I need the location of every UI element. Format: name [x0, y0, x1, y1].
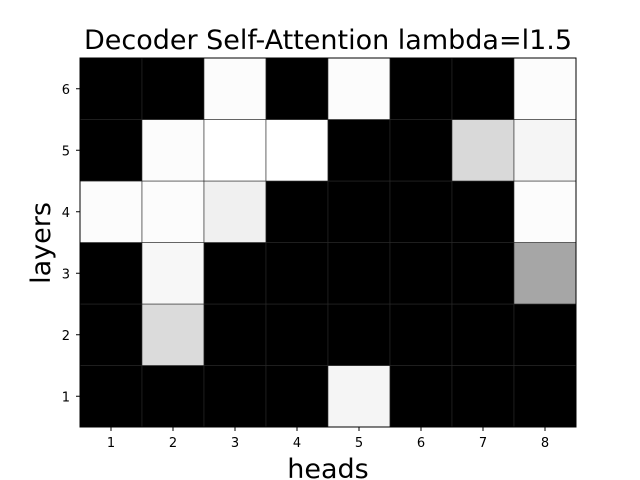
y-tick-label: 3 — [62, 267, 70, 282]
chart-title: Decoder Self-Attention lambda=l1.5 — [84, 25, 572, 56]
x-tick-label: 1 — [107, 436, 115, 451]
y-tick-label: 5 — [62, 144, 70, 159]
heatmap-cell-layer5-head1 — [79, 119, 143, 182]
heatmap-cell-layer6-head6 — [389, 57, 453, 120]
heatmap-cell-layer3-head7 — [451, 242, 515, 305]
heatmap-cell-layer6-head3 — [203, 57, 267, 120]
heatmap-cell-layer3-head8 — [513, 242, 577, 305]
heatmap-cell-layer5-head3 — [203, 119, 267, 182]
heatmap-cell-layer1-head4 — [265, 365, 329, 428]
heatmap-cell-layer1-head6 — [389, 365, 453, 428]
x-tick-label: 4 — [293, 436, 301, 451]
heatmap-cell-layer1-head3 — [203, 365, 267, 428]
heatmap-cell-layer5-head2 — [141, 119, 205, 182]
heatmap-cell-layer5-head7 — [451, 119, 515, 182]
heatmap-cell-layer5-head4 — [265, 119, 329, 182]
heatmap-cell-layer1-head1 — [79, 365, 143, 428]
heatmap-cell-layer4-head7 — [451, 180, 515, 243]
y-tick-label: 1 — [62, 390, 70, 405]
x-tick-label: 7 — [479, 436, 487, 451]
heatmap-cell-layer4-head2 — [141, 180, 205, 243]
heatmap-cell-layer6-head5 — [327, 57, 391, 120]
y-tick-label: 4 — [62, 206, 70, 221]
x-tick-label: 3 — [231, 436, 239, 451]
heatmap-cell-layer6-head2 — [141, 57, 205, 120]
heatmap-cell-layer3-head3 — [203, 242, 267, 305]
heatmap-cell-layer5-head5 — [327, 119, 391, 182]
heatmap-cell-layer3-head2 — [141, 242, 205, 305]
heatmap-cell-layer1-head7 — [451, 365, 515, 428]
y-tick-label: 2 — [62, 329, 70, 344]
heatmap-cell-layer2-head5 — [327, 303, 391, 366]
heatmap-cell-layer2-head3 — [203, 303, 267, 366]
heatmap-cell-layer4-head3 — [203, 180, 267, 243]
heatmap-cell-layer4-head8 — [513, 180, 577, 243]
x-tick-label: 5 — [355, 436, 363, 451]
y-tick-label: 6 — [62, 83, 70, 98]
heatmap-cell-layer3-head4 — [265, 242, 329, 305]
heatmap-cell-layer4-head1 — [79, 180, 143, 243]
x-tick-label: 2 — [169, 436, 177, 451]
heatmap-cells — [79, 57, 577, 428]
y-axis-ticks: 1 2 3 4 5 6 — [62, 83, 80, 405]
heatmap-cell-layer6-head4 — [265, 57, 329, 120]
heatmap-cell-layer6-head7 — [451, 57, 515, 120]
heatmap-cell-layer4-head5 — [327, 180, 391, 243]
heatmap-cell-layer2-head6 — [389, 303, 453, 366]
heatmap-cell-layer3-head1 — [79, 242, 143, 305]
heatmap-cell-layer2-head8 — [513, 303, 577, 366]
heatmap-cell-layer6-head1 — [79, 57, 143, 120]
y-axis-label: layers — [26, 202, 57, 284]
heatmap-cell-layer1-head2 — [141, 365, 205, 428]
heatmap-cell-layer3-head5 — [327, 242, 391, 305]
heatmap-cell-layer1-head5 — [327, 365, 391, 428]
x-axis-label: heads — [287, 454, 368, 480]
heatmap-cell-layer1-head8 — [513, 365, 577, 428]
heatmap-cell-layer4-head4 — [265, 180, 329, 243]
heatmap-cell-layer2-head7 — [451, 303, 515, 366]
heatmap-cell-layer2-head4 — [265, 303, 329, 366]
x-tick-label: 6 — [417, 436, 425, 451]
heatmap-cell-layer3-head6 — [389, 242, 453, 305]
heatmap-cell-layer2-head1 — [79, 303, 143, 366]
heatmap-cell-layer2-head2 — [141, 303, 205, 366]
heatmap-cell-layer6-head8 — [513, 57, 577, 120]
heatmap-cell-layer5-head6 — [389, 119, 453, 182]
heatmap-cell-layer5-head8 — [513, 119, 577, 182]
x-axis-ticks: 1 2 3 4 5 6 7 8 — [107, 427, 549, 451]
x-tick-label: 8 — [541, 436, 549, 451]
heatmap-cell-layer4-head6 — [389, 180, 453, 243]
plot-frame — [79, 57, 577, 428]
